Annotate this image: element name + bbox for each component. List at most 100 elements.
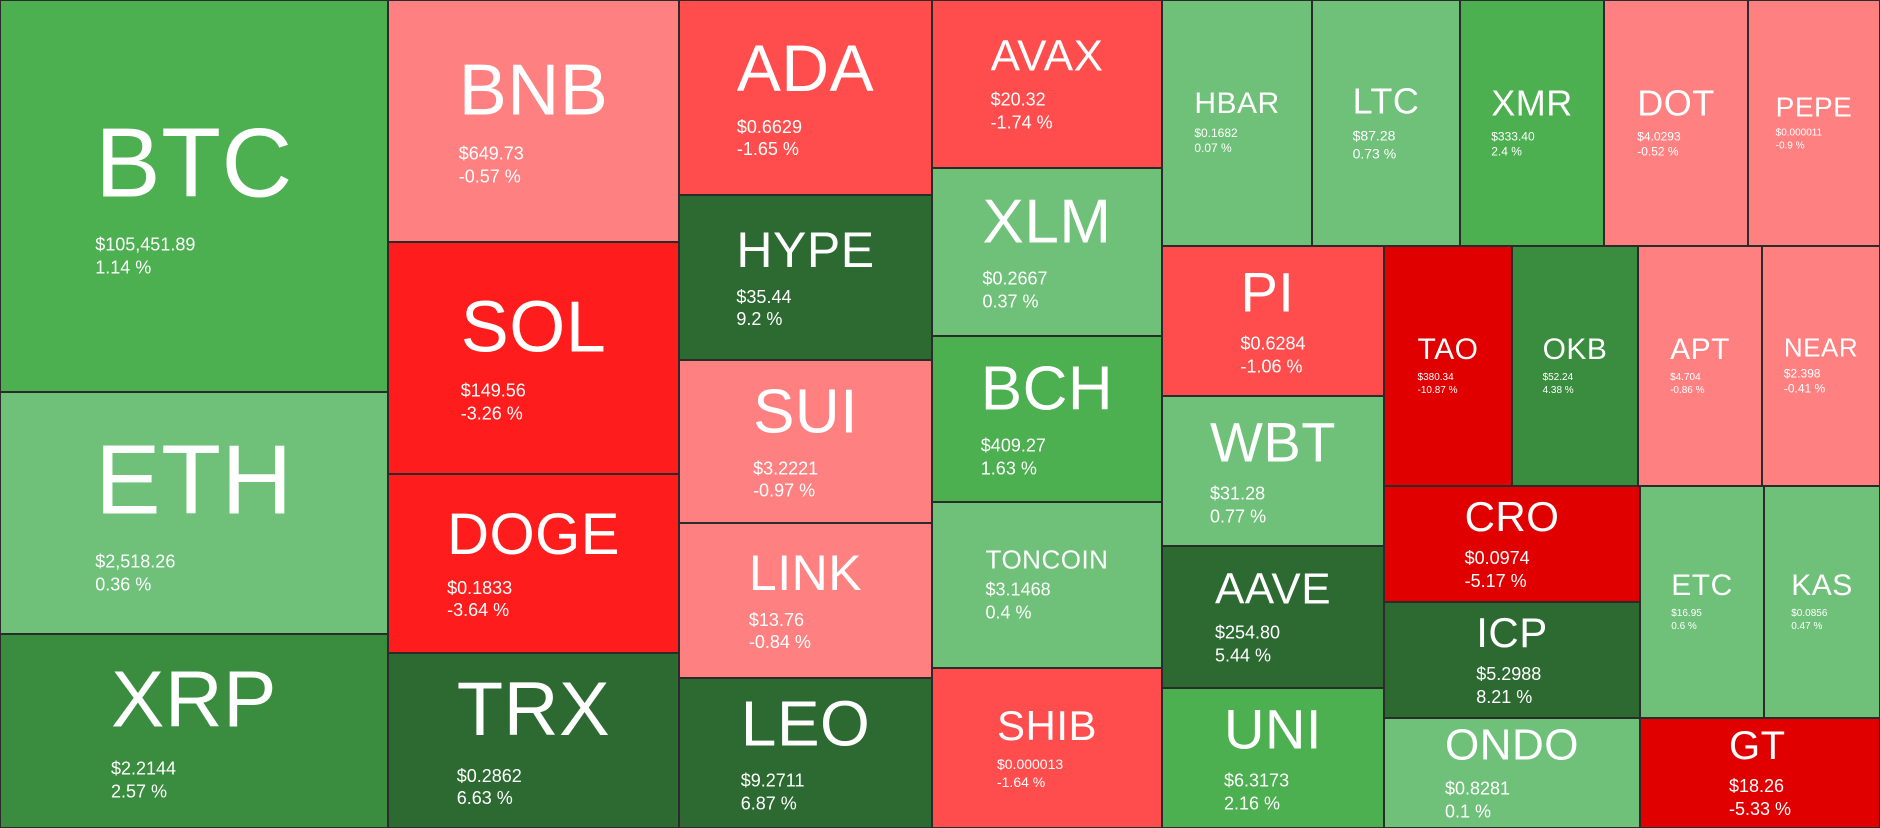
tile-price: $149.56 xyxy=(460,380,526,401)
tile-etc[interactable]: ETC $16.95 0.6 % xyxy=(1640,486,1764,718)
tile-symbol: XMR xyxy=(1491,82,1573,124)
tile-ondo[interactable]: ONDO $0.8281 0.1 % xyxy=(1384,718,1640,828)
tile-price: $13.76 xyxy=(748,609,804,630)
tile-trx[interactable]: TRX $0.2862 6.63 % xyxy=(388,653,679,828)
tile-symbol: SOL xyxy=(460,287,607,368)
tile-hbar[interactable]: HBAR $0.1682 0.07 % xyxy=(1162,0,1312,246)
tile-price: $18.26 xyxy=(1728,776,1785,796)
tile-symbol: XRP xyxy=(111,654,277,744)
tile-bch[interactable]: BCH $409.27 1.63 % xyxy=(932,336,1162,502)
tile-wbt[interactable]: WBT $31.28 0.77 % xyxy=(1162,396,1384,546)
tile-change: -10.87 % xyxy=(1417,384,1458,396)
tile-icp[interactable]: ICP $5.2988 8.21 % xyxy=(1384,602,1640,718)
tile-symbol: ETH xyxy=(95,424,293,535)
tile-symbol: ONDO xyxy=(1445,720,1579,770)
tile-dot[interactable]: DOT $4.0293 -0.52 % xyxy=(1604,0,1748,246)
tile-pi[interactable]: PI $0.6284 -1.06 % xyxy=(1162,246,1384,396)
tile-price: $0.8281 xyxy=(1445,778,1511,799)
tile-pepe[interactable]: PEPE $0.000011 -0.9 % xyxy=(1748,0,1880,246)
tile-shib[interactable]: SHIB $0.000013 -1.64 % xyxy=(932,668,1162,828)
tile-symbol: DOGE xyxy=(447,501,620,567)
tile-symbol: LTC xyxy=(1352,80,1420,122)
tile-price: $0.000011 xyxy=(1775,127,1823,139)
tile-price: $649.73 xyxy=(458,143,524,164)
tile-change: 2.4 % xyxy=(1491,144,1522,159)
tile-eth[interactable]: ETH $2,518.26 0.36 % xyxy=(0,392,388,634)
tile-symbol: SHIB xyxy=(996,701,1098,749)
tile-price: $2.398 xyxy=(1783,366,1821,381)
tile-symbol: BCH xyxy=(980,354,1114,424)
tile-change: -1.65 % xyxy=(736,139,799,159)
tile-near[interactable]: NEAR $2.398 -0.41 % xyxy=(1762,246,1880,486)
tile-link[interactable]: LINK $13.76 -0.84 % xyxy=(679,523,932,678)
tile-price: $3.1468 xyxy=(985,579,1051,600)
tile-btc[interactable]: BTC $105,451.89 1.14 % xyxy=(0,0,388,392)
tile-change: 2.57 % xyxy=(111,781,168,801)
tile-price: $333.40 xyxy=(1491,129,1535,144)
tile-price: $0.2667 xyxy=(982,268,1048,289)
tile-price: $254.80 xyxy=(1214,622,1281,643)
tile-sui[interactable]: SUI $3.2221 -0.97 % xyxy=(679,360,932,523)
tile-symbol: TRX xyxy=(456,666,611,752)
tile-ltc[interactable]: LTC $87.28 0.73 % xyxy=(1312,0,1460,246)
tile-symbol: LINK xyxy=(748,544,863,601)
tile-change: 9.2 % xyxy=(736,309,783,329)
tile-change: 0.36 % xyxy=(95,574,152,594)
tile-tao[interactable]: TAO $380.34 -10.87 % xyxy=(1384,246,1512,486)
tile-symbol: AVAX xyxy=(990,31,1104,81)
tile-symbol: PEPE xyxy=(1775,91,1853,123)
tile-change: 6.63 % xyxy=(456,788,513,808)
tile-xrp[interactable]: XRP $2.2144 2.57 % xyxy=(0,634,388,828)
tile-change: 8.21 % xyxy=(1476,686,1533,707)
tile-cro[interactable]: CRO $0.0974 -5.17 % xyxy=(1384,486,1640,602)
tile-apt[interactable]: APT $4.704 -0.86 % xyxy=(1638,246,1762,486)
tile-kas[interactable]: KAS $0.0856 0.47 % xyxy=(1764,486,1880,718)
tile-bnb[interactable]: BNB $649.73 -0.57 % xyxy=(388,0,679,242)
tile-price: $4.0293 xyxy=(1637,129,1681,144)
tile-gt[interactable]: GT $18.26 -5.33 % xyxy=(1640,718,1880,828)
tile-hype[interactable]: HYPE $35.44 9.2 % xyxy=(679,195,932,360)
tile-price: $409.27 xyxy=(980,435,1046,456)
tile-change: 1.14 % xyxy=(95,257,152,277)
tile-price: $5.2988 xyxy=(1476,664,1542,684)
tile-avax[interactable]: AVAX $20.32 -1.74 % xyxy=(932,0,1162,168)
tile-sol[interactable]: SOL $149.56 -3.26 % xyxy=(388,242,679,474)
tile-change: -5.33 % xyxy=(1728,798,1792,819)
tile-ada[interactable]: ADA $0.6629 -1.65 % xyxy=(679,0,932,195)
tile-uni[interactable]: UNI $6.3173 2.16 % xyxy=(1162,688,1384,828)
tile-price: $0.1833 xyxy=(447,577,513,598)
tile-change: 0.6 % xyxy=(1671,620,1697,632)
tile-xmr[interactable]: XMR $333.40 2.4 % xyxy=(1460,0,1604,246)
tile-price: $35.44 xyxy=(736,286,792,307)
tile-price: $87.28 xyxy=(1352,127,1396,144)
tile-price: $6.3173 xyxy=(1224,770,1290,791)
tile-aave[interactable]: AAVE $254.80 5.44 % xyxy=(1162,546,1384,688)
tile-change: 0.1 % xyxy=(1445,801,1492,821)
tile-toncoin[interactable]: TONCOIN $3.1468 0.4 % xyxy=(932,502,1162,668)
tile-symbol: ADA xyxy=(736,30,875,105)
tile-xlm[interactable]: XLM $0.2667 0.37 % xyxy=(932,168,1162,336)
tile-price: $31.28 xyxy=(1210,483,1266,504)
tile-symbol: AAVE xyxy=(1214,564,1332,614)
tile-price: $0.1682 xyxy=(1194,126,1238,140)
tile-price: $0.0856 xyxy=(1791,607,1828,619)
tile-change: 6.87 % xyxy=(740,793,797,813)
tile-leo[interactable]: LEO $9.2711 6.87 % xyxy=(679,678,932,828)
tile-price: $4.704 xyxy=(1670,371,1701,383)
tile-symbol: BNB xyxy=(458,50,609,131)
tile-price: $16.95 xyxy=(1671,607,1702,619)
tile-symbol: PI xyxy=(1240,260,1295,324)
tile-okb[interactable]: OKB $52.24 4.38 % xyxy=(1512,246,1638,486)
tile-doge[interactable]: DOGE $0.1833 -3.64 % xyxy=(388,474,679,653)
tile-symbol: WBT xyxy=(1210,410,1336,474)
tile-symbol: TAO xyxy=(1417,332,1479,366)
tile-change: -3.64 % xyxy=(447,600,510,620)
tile-price: $0.6629 xyxy=(736,116,802,137)
tile-change: 5.44 % xyxy=(1214,645,1271,665)
tile-change: -3.26 % xyxy=(460,403,523,423)
tile-symbol: ICP xyxy=(1476,609,1548,656)
tile-change: -0.97 % xyxy=(753,480,816,501)
tile-price: $0.000013 xyxy=(996,755,1064,772)
tile-change: -0.57 % xyxy=(458,166,521,186)
